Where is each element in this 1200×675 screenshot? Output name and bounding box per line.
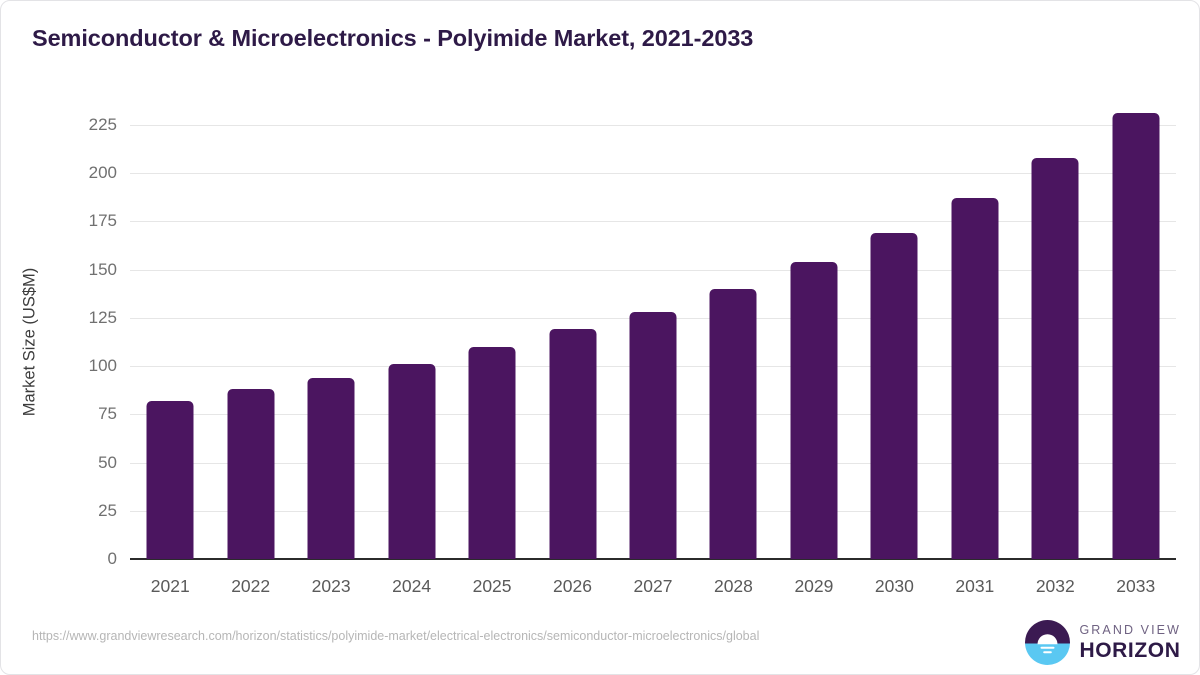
bar-2026[interactable]	[549, 329, 597, 559]
bar-group-2029: 2029	[774, 125, 854, 596]
bar-2022[interactable]	[227, 389, 275, 559]
bar-series: 2021 2022 2023 2024 2025 2026 2027 2028 2029 2030…	[130, 113, 1176, 596]
bar-2028[interactable]	[709, 288, 757, 559]
x-tick-label-2025: 2025	[472, 576, 512, 596]
x-tick-label-2029: 2029	[794, 576, 834, 596]
x-tick-label-2030: 2030	[874, 576, 914, 596]
x-tick-label-2021: 2021	[150, 576, 190, 596]
gridline-150	[130, 269, 1176, 271]
bar-group-2025: 2025	[452, 125, 532, 596]
y-tick-label-175: 175	[88, 211, 117, 231]
y-tick-label-75: 75	[98, 404, 117, 424]
bar-group-2023: 2023	[291, 125, 371, 596]
logo-bottom-text: HORIZON	[1079, 639, 1181, 663]
x-tick-label-2031: 2031	[955, 576, 995, 596]
y-tick-label-150: 150	[88, 259, 117, 279]
page-title: Semiconductor & Microelectronics - Polyi…	[32, 25, 754, 51]
grand-view-horizon-logo-icon	[1025, 620, 1071, 665]
bar-2027[interactable]	[629, 312, 677, 559]
bar-2029[interactable]	[790, 261, 838, 559]
bar-group-2028: 2028	[693, 125, 773, 596]
bar-group-2026: 2026	[532, 125, 612, 596]
bar-group-2031: 2031	[935, 125, 1015, 596]
bar-2025[interactable]	[468, 346, 516, 559]
x-tick-label-2033: 2033	[1116, 576, 1156, 596]
bar-group-2021: 2021	[130, 125, 210, 596]
source-url[interactable]: https://www.grandviewresearch.com/horizo…	[32, 629, 760, 643]
y-tick-label-200: 200	[88, 163, 117, 183]
logo-wordmark: GRAND VIEW HORIZON	[1079, 624, 1181, 662]
bar-group-2033: 2033	[1096, 113, 1176, 596]
y-axis-title: Market Size (US$M)	[20, 267, 39, 417]
x-tick-label-2026: 2026	[553, 576, 592, 596]
bar-2031[interactable]	[951, 198, 999, 559]
x-tick-label-2028: 2028	[713, 576, 753, 596]
x-tick-label-2023: 2023	[311, 576, 351, 596]
gridline-200	[130, 173, 1176, 175]
brand-logo: GRAND VIEW HORIZON	[1025, 620, 1181, 665]
gridline-225	[130, 125, 1176, 126]
bar-2024[interactable]	[388, 364, 436, 559]
bar-group-2032: 2032	[1015, 125, 1095, 596]
y-tick-label-125: 125	[88, 307, 117, 327]
y-tick-label-225: 225	[88, 115, 117, 134]
x-tick-label-2022: 2022	[231, 576, 271, 596]
x-tick-label-2027: 2027	[633, 576, 673, 596]
gridline-175	[130, 221, 1176, 223]
plot-area: Market Size (US$M) 0 25 50 75 100 125 150 175 20…	[21, 113, 1176, 596]
y-tick-label-50: 50	[98, 452, 117, 472]
bar-2030[interactable]	[870, 233, 918, 559]
logo-top-text: GRAND VIEW	[1079, 622, 1181, 637]
bar-group-2030: 2030	[854, 125, 934, 596]
gridline-0	[130, 558, 1176, 560]
x-tick-label-2024: 2024	[392, 576, 432, 596]
bar-2032[interactable]	[1031, 157, 1079, 559]
bar-2023[interactable]	[307, 377, 355, 559]
bar-2021[interactable]	[146, 400, 194, 559]
bar-group-2027: 2027	[613, 125, 693, 596]
x-tick-label-2032: 2032	[1035, 576, 1075, 596]
y-tick-label-0: 0	[107, 549, 117, 568]
bar-group-2022: 2022	[210, 125, 290, 596]
bar-2033[interactable]	[1112, 113, 1160, 559]
y-tick-label-25: 25	[98, 500, 117, 520]
bar-group-2024: 2024	[371, 125, 451, 596]
y-tick-label-100: 100	[88, 356, 117, 376]
